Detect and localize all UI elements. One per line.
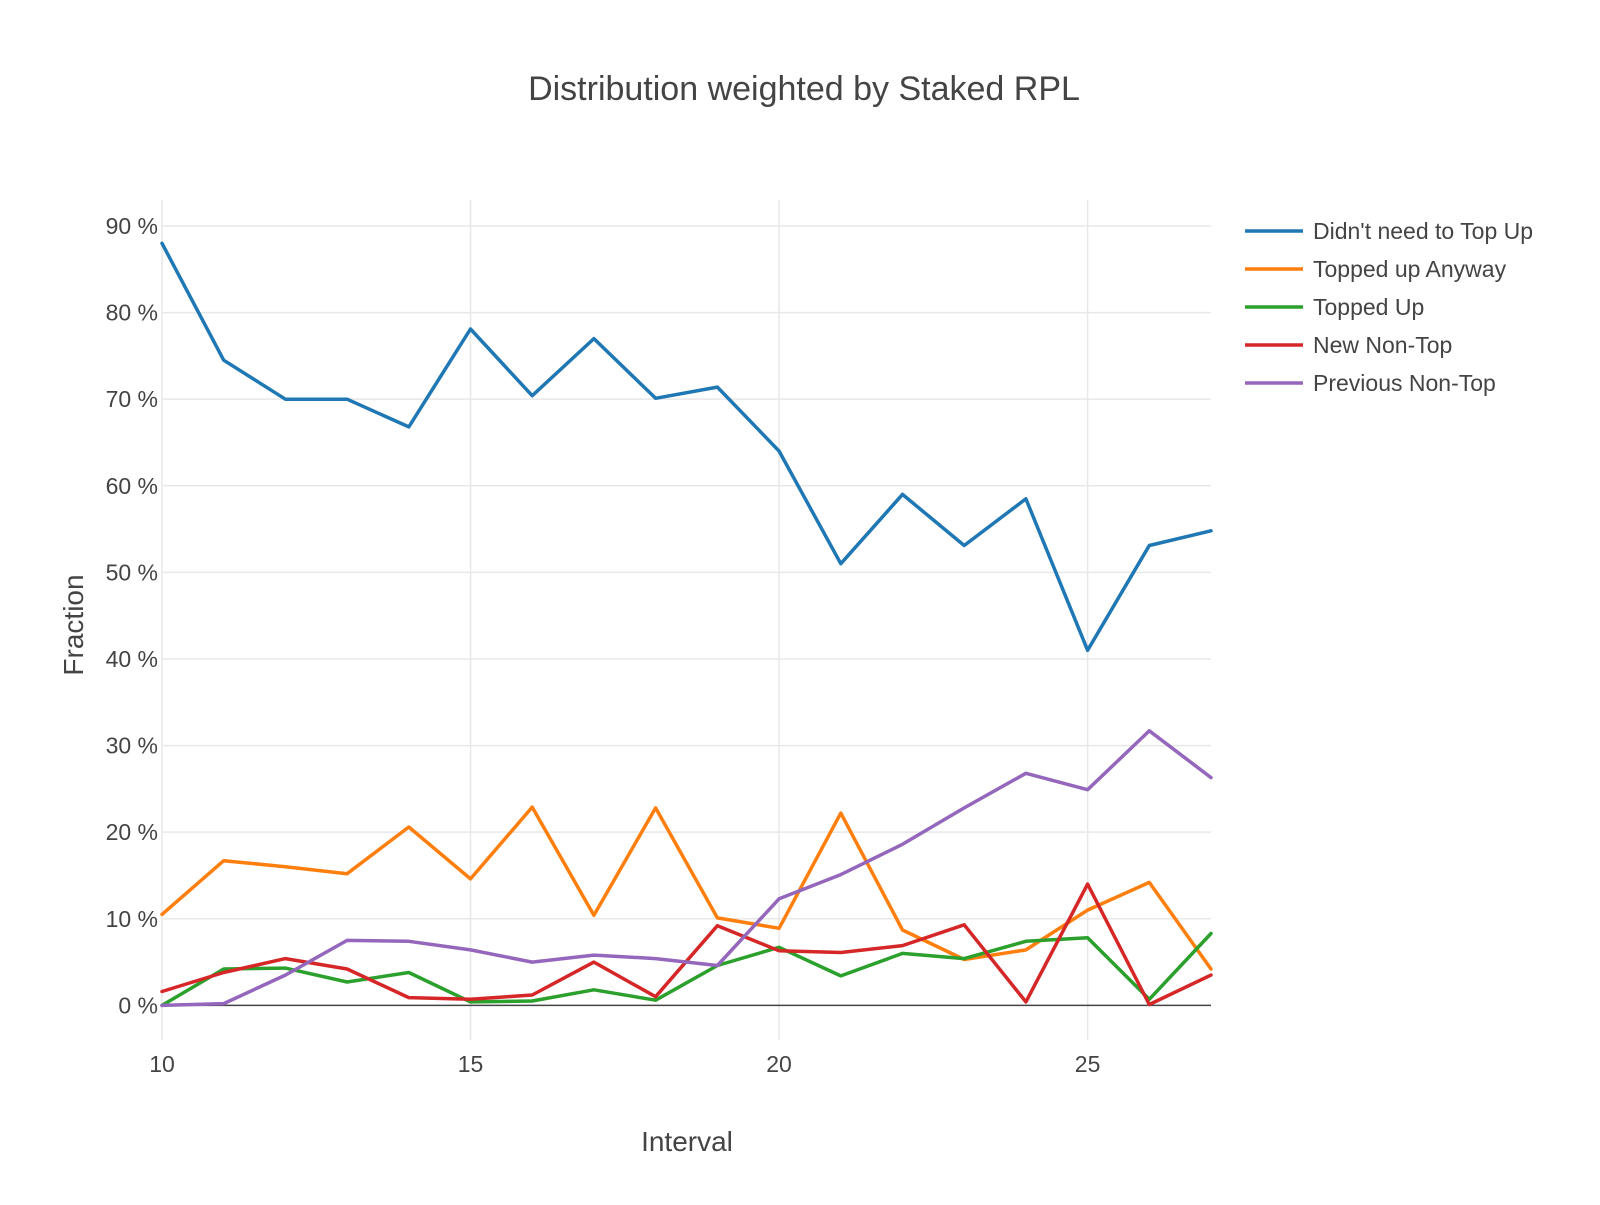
legend-label: Topped Up: [1313, 294, 1424, 320]
y-tick-label: 80 %: [106, 300, 158, 326]
series-line: [160, 931, 1213, 1008]
series-line: [160, 882, 1213, 1007]
y-tick-label: 10 %: [106, 906, 158, 932]
legend-label: Didn't need to Top Up: [1313, 218, 1533, 244]
series-lines: [160, 241, 1213, 1008]
y-axis-ticks: 0 % 10 % 20 % 30 % 40 % 50 % 60 % 70 % 80 % 90 %: [106, 213, 158, 1018]
x-tick-label: 20: [766, 1051, 792, 1077]
x-tick-label: 15: [458, 1051, 484, 1077]
y-tick-label: 20 %: [106, 819, 158, 845]
x-axis-ticks: 10 15 20 25: [149, 1051, 1100, 1077]
y-tick-label: 0 %: [118, 992, 158, 1018]
y-tick-label: 50 %: [106, 559, 158, 585]
chart-title: Distribution weighted by Staked RPL: [528, 70, 1080, 108]
y-tick-label: 30 %: [106, 733, 158, 759]
legend-label: Previous Non-Top: [1313, 370, 1496, 396]
y-tick-label: 60 %: [106, 473, 158, 499]
legend-label: New Non-Top: [1313, 332, 1452, 358]
legend: Didn't need to Top Up Topped up Anyway Top…: [1245, 218, 1533, 396]
x-tick-label: 25: [1075, 1051, 1101, 1077]
grid: [161, 200, 1211, 1040]
legend-label: Topped up Anyway: [1313, 256, 1507, 282]
x-axis-title: Interval: [641, 1126, 733, 1157]
y-tick-label: 40 %: [106, 646, 158, 672]
y-axis-title: Fraction: [58, 574, 89, 675]
series-line: [160, 729, 1213, 1008]
x-tick-label: 10: [149, 1051, 175, 1077]
series-line: [160, 805, 1213, 971]
y-tick-label: 70 %: [106, 386, 158, 412]
y-tick-label: 90 %: [106, 213, 158, 239]
series-line: [160, 241, 1213, 653]
